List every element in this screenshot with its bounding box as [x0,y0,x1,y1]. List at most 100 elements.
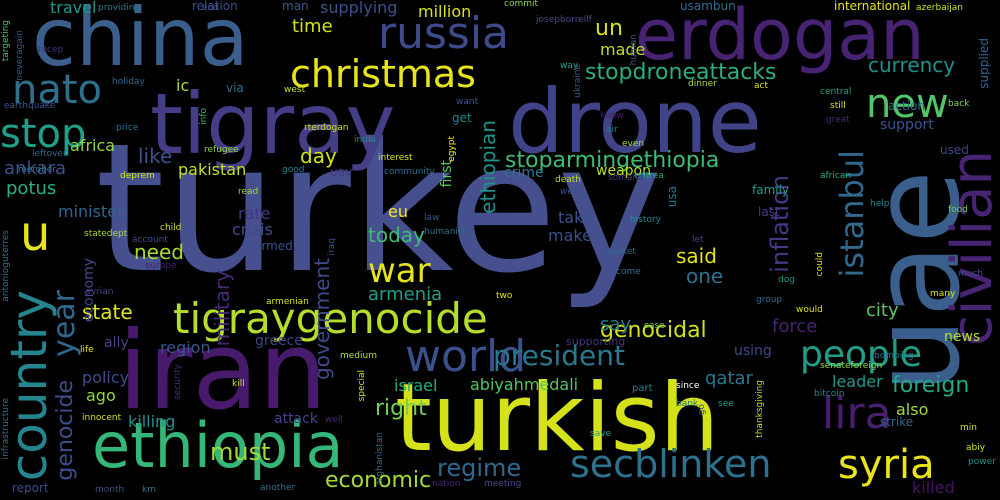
word: come [616,267,641,277]
word: turkish [395,364,720,473]
word: eu [388,202,408,221]
word: law [424,213,440,223]
word: abiyahmedali [470,375,579,394]
word: african [820,171,852,181]
word: man [282,0,309,13]
word: un [595,16,623,41]
word: used [940,143,969,157]
word: via [226,81,244,95]
word: ic [176,76,190,95]
word: ally [104,335,129,351]
word: attack [274,411,318,427]
word: providing [98,3,141,13]
word: human [629,34,639,66]
word: usambun [680,0,736,13]
word: history [630,215,661,225]
word: last [758,205,780,219]
word: uav [330,165,353,179]
word: know [600,111,624,121]
word: take [558,208,593,227]
word: force [772,316,818,337]
word: somalia [608,173,643,183]
word: interest [378,153,413,163]
word: must [210,438,271,466]
word: bitcoin [814,389,845,399]
word: humanity [424,227,467,237]
word: israel [394,376,438,395]
word: great [826,115,850,125]
word: say [600,314,632,335]
word: could [815,252,825,277]
word: medium [340,351,377,361]
word: rterdogan [304,123,349,133]
word: relation [192,0,238,13]
word: stop [0,111,87,157]
word: india [354,135,376,145]
word: well [325,415,343,425]
word: refugee [204,145,239,155]
word: stoparmingethiopia [505,148,720,173]
word: leader [832,372,883,391]
word: deprem [120,171,155,181]
word: recep [38,45,64,55]
word: regime [437,454,522,482]
word: save [590,429,612,439]
word: special [357,370,367,402]
word: go [697,404,707,416]
word: armenian [266,297,309,307]
word: part [632,383,653,394]
word: senateforeign [820,361,883,371]
word: would [796,305,823,315]
word: travel [50,0,97,17]
word: tigray [150,75,396,173]
word: like [138,144,173,168]
word: economic [325,468,432,493]
word: istanbul [833,150,871,278]
word: region [160,338,211,357]
word: min [960,423,977,433]
word: russia [378,8,510,59]
word: antonioguterres [1,230,11,302]
word: new [866,81,949,127]
word: potus [6,178,57,199]
word: many [930,289,956,299]
word: crisis [232,220,273,239]
word: lira [822,388,892,439]
word: see [718,399,734,409]
word: meeting [484,479,522,489]
word: market [604,247,636,257]
word: europe [145,261,177,271]
word: currency [868,53,956,77]
word: holiday [112,77,145,87]
word: even [622,139,645,149]
word: war [368,251,431,291]
word: killing [128,412,176,431]
word: much [958,269,984,279]
word: earthquake [4,101,56,111]
word: pakistan [178,160,247,179]
word: ukraine [573,64,583,98]
word: right [375,396,427,421]
word: armenia [368,284,443,305]
word: made [600,40,646,59]
word: china [32,0,249,84]
word: price [116,123,139,133]
word: genocidal [600,318,707,343]
word: iraq [327,238,337,256]
word: since [676,381,700,391]
word: using [734,343,772,359]
word: ethiopia [92,409,344,482]
word: supplying [320,0,398,17]
word: back [948,99,970,109]
word: news [944,329,981,345]
word: west [284,85,306,95]
word: genocide [53,380,78,481]
word: year [47,290,82,357]
word: info [199,108,209,125]
word: usa [665,186,679,208]
word: good [282,165,305,175]
word: stopdroneattacks [585,60,777,85]
word: commit [504,0,539,9]
word: week [560,187,584,197]
word: air [606,125,618,135]
